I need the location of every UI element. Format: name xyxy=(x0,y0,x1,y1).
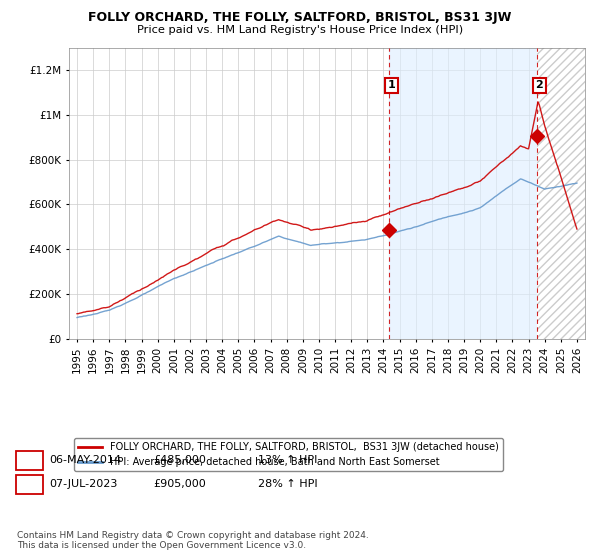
Text: £485,000: £485,000 xyxy=(153,455,206,465)
Text: Contains HM Land Registry data © Crown copyright and database right 2024.
This d: Contains HM Land Registry data © Crown c… xyxy=(17,530,368,550)
Legend: FOLLY ORCHARD, THE FOLLY, SALTFORD, BRISTOL,  BS31 3JW (detached house), HPI: Av: FOLLY ORCHARD, THE FOLLY, SALTFORD, BRIS… xyxy=(74,438,503,471)
Text: 1: 1 xyxy=(388,81,395,91)
Text: 1: 1 xyxy=(26,455,33,465)
Text: £905,000: £905,000 xyxy=(153,479,206,489)
Bar xyxy=(537,48,585,339)
Text: FOLLY ORCHARD, THE FOLLY, SALTFORD, BRISTOL, BS31 3JW: FOLLY ORCHARD, THE FOLLY, SALTFORD, BRIS… xyxy=(88,11,512,24)
Text: 2: 2 xyxy=(26,479,33,489)
Text: 06-MAY-2014: 06-MAY-2014 xyxy=(49,455,121,465)
Bar xyxy=(389,48,537,339)
Text: 07-JUL-2023: 07-JUL-2023 xyxy=(49,479,118,489)
Text: 28% ↑ HPI: 28% ↑ HPI xyxy=(258,479,317,489)
Bar xyxy=(537,48,585,339)
Text: 13% ↑ HPI: 13% ↑ HPI xyxy=(258,455,317,465)
Text: Price paid vs. HM Land Registry's House Price Index (HPI): Price paid vs. HM Land Registry's House … xyxy=(137,25,463,35)
Text: 2: 2 xyxy=(535,81,543,91)
